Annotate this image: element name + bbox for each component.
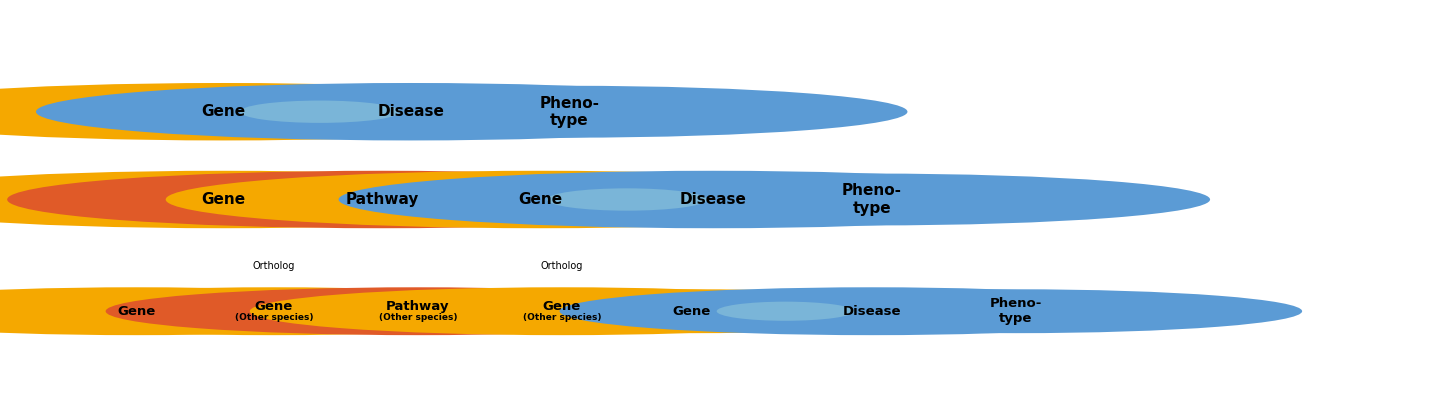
Ellipse shape xyxy=(546,188,708,211)
Text: Disease: Disease xyxy=(378,104,444,119)
Ellipse shape xyxy=(533,174,1210,225)
Text: Pheno-
type: Pheno- type xyxy=(990,297,1042,325)
Text: Gene: Gene xyxy=(202,104,245,119)
Text: Ortholog: Ortholog xyxy=(540,261,584,271)
Ellipse shape xyxy=(339,171,1088,228)
Ellipse shape xyxy=(559,287,1185,335)
Ellipse shape xyxy=(231,86,908,138)
Ellipse shape xyxy=(729,289,1303,333)
Ellipse shape xyxy=(716,302,855,321)
Text: Gene: Gene xyxy=(519,192,562,207)
Ellipse shape xyxy=(249,287,875,335)
Text: Pathway: Pathway xyxy=(346,192,418,207)
Text: Gene: Gene xyxy=(543,300,581,313)
Text: Pathway: Pathway xyxy=(386,300,450,313)
Ellipse shape xyxy=(36,83,785,140)
Text: (Other species): (Other species) xyxy=(523,314,601,322)
Text: Gene: Gene xyxy=(202,192,245,207)
Text: Gene: Gene xyxy=(255,300,293,313)
Text: Pheno-
type: Pheno- type xyxy=(842,183,902,216)
Text: (Other species): (Other species) xyxy=(379,314,457,322)
Text: Pheno-
type: Pheno- type xyxy=(539,95,599,128)
Text: Ortholog: Ortholog xyxy=(252,261,295,271)
Ellipse shape xyxy=(166,171,915,228)
Ellipse shape xyxy=(239,101,401,123)
Text: Gene: Gene xyxy=(118,305,156,318)
Ellipse shape xyxy=(0,83,598,140)
Text: (Other species): (Other species) xyxy=(235,314,313,322)
Text: Gene: Gene xyxy=(673,305,710,318)
Text: Disease: Disease xyxy=(680,192,746,207)
Ellipse shape xyxy=(0,287,586,335)
Ellipse shape xyxy=(0,171,598,228)
Ellipse shape xyxy=(7,171,757,228)
Ellipse shape xyxy=(105,287,731,335)
Ellipse shape xyxy=(0,287,450,335)
Text: Disease: Disease xyxy=(843,305,901,318)
Ellipse shape xyxy=(405,289,978,333)
